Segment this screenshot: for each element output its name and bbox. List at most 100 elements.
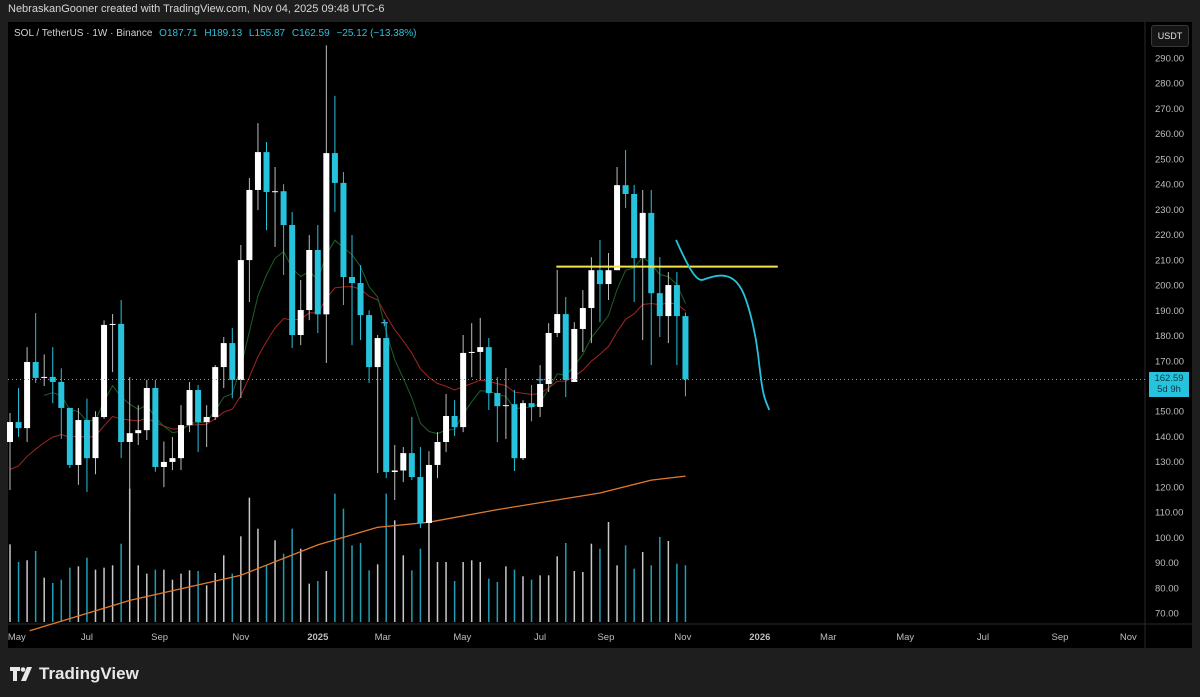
price-tick-label: 180.00	[1155, 331, 1184, 342]
volume-bar	[205, 585, 208, 622]
candle-body	[135, 430, 142, 434]
candle	[280, 184, 287, 275]
volume-bar	[453, 581, 456, 622]
candle-body	[254, 152, 261, 190]
price-tick-label: 70.00	[1155, 609, 1179, 620]
volume-bar	[9, 544, 11, 622]
candle	[417, 447, 424, 529]
volume-bar	[180, 573, 182, 622]
volume-bar	[163, 569, 165, 622]
candle-body	[391, 470, 398, 473]
candle-body	[537, 383, 544, 407]
candle	[425, 451, 432, 541]
time-tick-label: May	[453, 632, 471, 643]
volume-bar	[462, 562, 464, 622]
candle-body	[434, 442, 441, 465]
volume-bar	[120, 543, 122, 622]
candle-body	[648, 212, 655, 294]
volume-bar	[334, 493, 336, 622]
candle-body	[554, 314, 561, 334]
candle-body	[66, 407, 73, 465]
volume-bar	[34, 551, 37, 622]
volume-bar	[573, 571, 576, 622]
volume-bar	[94, 569, 97, 622]
candle-body	[126, 433, 133, 443]
candle-body	[83, 420, 90, 459]
volume-bar	[676, 563, 678, 622]
candle	[391, 445, 398, 501]
currency-button[interactable]: USDT	[1151, 25, 1189, 47]
candle-body	[408, 453, 415, 478]
volume-bar	[667, 541, 670, 622]
candle	[571, 322, 578, 382]
candle-body	[383, 338, 390, 473]
candle-body	[58, 381, 65, 408]
symbol-legend: SOL / TetherUS · 1W · Binance O187.71 H1…	[14, 28, 417, 39]
volume-bar	[479, 562, 481, 622]
candle	[41, 354, 48, 386]
candle-body	[520, 403, 526, 459]
volume-bar	[299, 548, 302, 622]
candle	[195, 384, 202, 453]
candle	[32, 313, 39, 383]
candle-body	[511, 404, 518, 459]
volume-bar	[684, 565, 687, 622]
candle	[639, 189, 646, 341]
time-tick-label: 2026	[749, 632, 770, 643]
candle-body	[229, 343, 236, 380]
volume-bar	[52, 583, 54, 622]
ohlc-close: C162.59	[291, 28, 330, 39]
price-tick-label: 170.00	[1155, 356, 1184, 367]
candle-body	[7, 422, 13, 443]
candle	[289, 211, 296, 349]
volume-bar	[188, 570, 191, 622]
candle-body	[528, 403, 535, 407]
candle	[374, 335, 381, 474]
volume-bar	[556, 556, 558, 622]
candle-body	[366, 315, 373, 368]
candle	[383, 322, 390, 479]
candle	[246, 178, 253, 302]
candle	[579, 290, 586, 352]
candle	[451, 400, 458, 436]
price-tick-label: 110.00	[1155, 508, 1183, 519]
plus-marker-icon: +	[381, 315, 389, 330]
candle	[101, 320, 108, 419]
candle-body	[502, 405, 509, 407]
candle	[656, 257, 663, 338]
candle-body	[656, 293, 663, 317]
volume-bar	[17, 562, 20, 622]
candle	[443, 394, 450, 453]
candle	[160, 441, 167, 488]
candle	[545, 323, 552, 393]
time-axis[interactable]: May Jul Sep Nov 2025 Mar May Jul Sep Nov 2026 Mar Ma…	[8, 632, 1137, 643]
symbol-title[interactable]: SOL / TetherUS · 1W · Binance	[14, 28, 153, 39]
volume-bar	[539, 575, 541, 622]
chart-panel[interactable]: ++ 290.00280.00270.00260.00250.00240.002…	[0, 0, 1200, 652]
candle	[237, 244, 244, 399]
volume-bar	[308, 583, 310, 622]
volume-bar	[470, 560, 473, 622]
volume-bar	[111, 565, 114, 622]
volume-bar	[368, 570, 370, 622]
candle	[485, 338, 492, 410]
candle	[366, 310, 373, 383]
time-tick-label: Nov	[1120, 632, 1137, 643]
price-tick-label: 130.00	[1155, 457, 1184, 468]
volume-bar	[547, 575, 550, 622]
candle	[254, 123, 261, 211]
time-tick-label: May	[896, 632, 914, 643]
tradingview-logo[interactable]: TradingView	[10, 664, 139, 684]
price-axis[interactable]: 290.00 280.00 270.00 260.00 250.00 240.00 230.…	[1155, 54, 1184, 620]
candle-body	[212, 367, 219, 418]
volume-bars	[9, 488, 687, 622]
candle	[297, 280, 304, 346]
ohlc-open: O187.71	[159, 28, 198, 39]
last-price-value: 162.59	[1154, 373, 1184, 384]
candle	[15, 388, 22, 437]
candle-body	[160, 461, 167, 467]
volume-bar	[428, 520, 430, 622]
candle-body	[374, 338, 381, 368]
candles	[7, 45, 689, 541]
candle-body	[468, 351, 475, 353]
